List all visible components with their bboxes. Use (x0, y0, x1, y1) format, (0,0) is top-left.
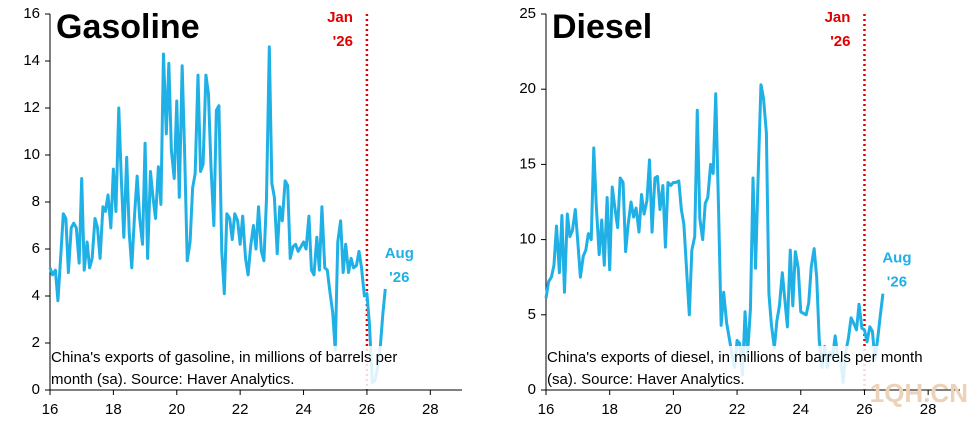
y-tick-label: 25 (519, 5, 536, 22)
marker-label: Jan (327, 9, 353, 26)
y-tick-label: 10 (23, 146, 40, 163)
note: month (sa). Source: Haver Analytics. (51, 371, 294, 388)
y-tick-label: 5 (528, 306, 536, 323)
panel-title: Diesel (552, 8, 652, 46)
y-tick-label: 16 (23, 5, 40, 22)
note: China's exports of diesel, in millions o… (547, 349, 923, 366)
x-tick-label: 26 (856, 401, 873, 418)
y-tick-label: 0 (528, 381, 536, 398)
panel-title: Gasoline (56, 8, 200, 46)
note-background (51, 346, 431, 388)
y-tick-label: 20 (519, 80, 536, 97)
watermark: 1QH.CN (870, 378, 968, 408)
data-line (544, 83, 885, 384)
marker-label: '26 (830, 33, 850, 50)
x-tick-label: 28 (422, 401, 439, 418)
x-tick-label: 28 (920, 401, 937, 418)
end-label: Aug (385, 245, 414, 262)
end-label: '26 (887, 274, 907, 291)
x-tick-label: 16 (538, 401, 555, 418)
x-tick-label: 22 (232, 401, 249, 418)
y-tick-label: 0 (32, 381, 40, 398)
end-label: '26 (389, 269, 409, 286)
y-tick-label: 2 (32, 334, 40, 351)
x-tick-label: 22 (729, 401, 746, 418)
end-label: Aug (882, 250, 911, 267)
data-line (48, 45, 387, 385)
marker-label: Jan (825, 9, 851, 26)
y-tick-label: 14 (23, 52, 40, 69)
marker-label: '26 (333, 33, 353, 50)
note: China's exports of gasoline, in millions… (51, 349, 397, 366)
y-tick-label: 15 (519, 155, 536, 172)
x-tick-label: 16 (42, 401, 59, 418)
y-tick-label: 10 (519, 231, 536, 248)
x-tick-label: 20 (168, 401, 185, 418)
x-tick-label: 26 (359, 401, 376, 418)
x-tick-label: 18 (601, 401, 618, 418)
note: (sa). Source: Haver Analytics. (547, 371, 745, 388)
x-tick-label: 24 (792, 401, 809, 418)
x-tick-label: 24 (295, 401, 312, 418)
y-tick-label: 6 (32, 240, 40, 257)
note-background (547, 346, 927, 388)
x-tick-label: 18 (105, 401, 122, 418)
y-tick-label: 12 (23, 99, 40, 116)
y-tick-label: 4 (32, 287, 40, 304)
x-tick-label: 20 (665, 401, 682, 418)
y-tick-label: 8 (32, 193, 40, 210)
